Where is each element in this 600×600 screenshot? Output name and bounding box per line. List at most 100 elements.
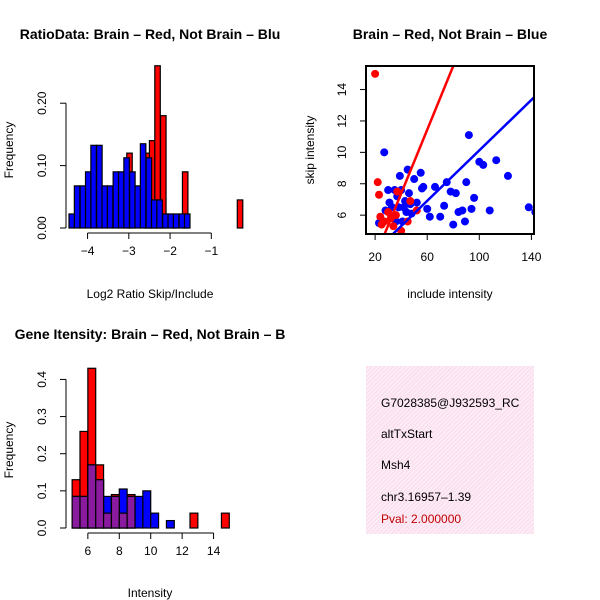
ratio-histogram-bar-not-brain (139, 143, 147, 229)
scatter-point-brain (380, 217, 389, 226)
intensity-scatter-title: Brain – Red, Not Brain – Blue (353, 26, 548, 42)
scatter-y-tick-label: 6 (335, 212, 349, 219)
ratio-histogram-bar-not-brain (79, 185, 87, 229)
scatter-point-brain (389, 222, 398, 231)
scatter-plot-area (371, 66, 534, 234)
scatter-x-tick-label: 60 (421, 250, 435, 264)
intensity-scatter-panel: Brain – Red, Not Brain – Blue 20 60 100 140… (303, 26, 547, 301)
gene-intensity-histogram-bar-not-brain (150, 512, 160, 529)
gene-intensity-histogram-x-tick-label: 10 (144, 544, 158, 558)
ratio-histogram-x-tick-label: −2 (163, 244, 177, 258)
gene-intensity-histogram-bar-not-brain (142, 490, 152, 529)
gene-intensity-histogram-bar-not-brain (165, 519, 175, 529)
scatter-point-not-brain (416, 168, 425, 177)
scatter-x-tick-label: 140 (521, 250, 541, 264)
ratio-histogram-bar-not-brain (84, 171, 92, 229)
ratio-histogram-bar-not-brain (172, 213, 180, 229)
ratio-histogram-y-tick-label: 0.00 (35, 216, 49, 240)
ratio-histogram-bar-not-brain (117, 171, 125, 229)
ratio-histogram-bar-not-brain (101, 185, 109, 229)
ratio-histogram-title: RatioData: Brain – Red, Not Brain – Blu (20, 26, 281, 42)
gene-intensity-histogram-x-tick-label: 14 (207, 544, 221, 558)
scatter-point-brain (384, 208, 393, 217)
gene-intensity-histogram-bar-overlap (118, 512, 128, 529)
ratio-histogram-x-tick-label: −3 (122, 244, 136, 258)
ratio-histogram-bar-not-brain (90, 144, 97, 229)
gene-intensity-histogram-y-tick-label: 0.3 (35, 408, 49, 425)
scatter-point-not-brain (418, 184, 426, 193)
scatter-fit-line-brain (383, 66, 455, 234)
ratio-histogram-axes: −4 −3 −2 −1 0.00 0.10 0.20 (35, 91, 218, 258)
gene-intensity-histogram-y-tick-label: 0.0 (35, 519, 49, 536)
scatter-point-not-brain (451, 189, 460, 198)
scatter-point-not-brain (431, 182, 440, 191)
ratio-histogram-ylabel: Frequency (2, 122, 16, 179)
scatter-fit-line-not-brain (391, 96, 534, 234)
ratio-histogram-bar-not-brain (68, 213, 76, 229)
scatter-point-not-brain (423, 204, 432, 213)
event-info-box: G7028385@J932593_RC altTxStart Msh4 chr3… (366, 366, 534, 534)
scatter-point-not-brain (449, 220, 458, 229)
gene-intensity-histogram-y-tick-label: 0.2 (35, 445, 49, 462)
ratio-histogram-x-tick-label: −4 (81, 244, 95, 258)
ratio-histogram-y-tick-label: 0.10 (35, 154, 49, 178)
gene-intensity-histogram-bar-overlap (79, 495, 89, 529)
scatter-point-brain (406, 197, 415, 206)
gene-intensity-histogram-title: Gene Itensity: Brain – Red, Not Brain – … (15, 326, 286, 342)
gene-intensity-histogram-bar-overlap (102, 512, 113, 529)
gene-intensity-histogram-bar-brain (220, 512, 230, 529)
ratio-histogram-bar-not-brain (178, 213, 186, 229)
ratio-histogram-bar-not-brain (167, 213, 175, 229)
intensity-scatter-points (371, 66, 534, 234)
gene-intensity-histogram-bar-not-brain (134, 495, 144, 529)
scatter-point-not-brain (479, 160, 488, 169)
ratio-histogram-x-tick-label: −1 (204, 244, 218, 258)
gene-intensity-histogram-bar-overlap (87, 464, 97, 529)
gene-name-text: Msh4 (381, 458, 411, 472)
scatter-point-brain (373, 178, 382, 187)
scatter-point-not-brain (467, 204, 476, 213)
ratio-histogram-bar-not-brain (96, 144, 103, 229)
location-text: chr3.16957–1.39 (381, 490, 472, 504)
scatter-y-tick-label: 10 (335, 145, 349, 159)
gene-intensity-histogram-bar-overlap (95, 479, 105, 529)
scatter-point-not-brain (380, 148, 389, 157)
scatter-x-tick-label: 100 (469, 250, 489, 264)
scatter-x-tick-label: 20 (368, 250, 382, 264)
ratio-histogram-bar-not-brain (150, 199, 158, 229)
scatter-point-not-brain (384, 186, 393, 195)
scatter-point-not-brain (395, 171, 404, 180)
gene-intensity-histogram-xlabel: Intensity (128, 586, 173, 600)
scatter-point-not-brain (464, 131, 473, 140)
scatter-point-not-brain (531, 208, 534, 216)
scatter-point-not-brain (470, 193, 479, 202)
ratio-histogram-panel: RatioData: Brain – Red, Not Brain – Blu … (2, 26, 280, 301)
scatter-point-brain (375, 190, 384, 199)
gene-intensity-histogram-axes: 6 8 10 12 14 0.0 0.1 0.2 0.3 0.4 (35, 371, 221, 558)
ratio-histogram-bar-not-brain (112, 171, 120, 229)
intensity-scatter-xlabel: include intensity (407, 287, 492, 301)
ratio-histogram-bar-brain (236, 199, 244, 229)
ratio-histogram-bar-not-brain (156, 199, 163, 229)
gene-intensity-histogram-y-tick-label: 0.1 (35, 482, 49, 499)
scatter-point-not-brain (485, 206, 494, 215)
scatter-point-not-brain (524, 203, 533, 212)
ratio-histogram-y-tick-label: 0.20 (35, 91, 49, 115)
scatter-y-tick-label: 12 (335, 114, 349, 128)
scatter-point-not-brain (412, 198, 421, 207)
event-type-text: altTxStart (381, 427, 433, 441)
pval-text: Pval: 2.000000 (381, 512, 462, 526)
scatter-y-tick-label: 14 (335, 83, 349, 97)
intensity-scatter-axes: 20 60 100 140 6 8 10 12 14 (335, 65, 542, 264)
scatter-y-tick-label: 8 (335, 180, 349, 187)
ratio-histogram-xlabel: Log2 Ratio Skip/Include (87, 287, 214, 301)
ratio-histogram-bar-not-brain (123, 157, 130, 229)
ratio-histogram-bar-not-brain (129, 171, 136, 229)
scatter-point-not-brain (410, 175, 419, 184)
ratio-histogram-bars (68, 65, 244, 229)
intensity-scatter-ylabel: skip intensity (303, 116, 317, 185)
ratio-histogram-bar-not-brain (106, 185, 114, 229)
gene-intensity-histogram-bar-overlap (126, 495, 136, 529)
gene-intensity-histogram-panel: Gene Itensity: Brain – Red, Not Brain – … (2, 326, 285, 600)
ratio-histogram-bar-not-brain (145, 157, 153, 229)
